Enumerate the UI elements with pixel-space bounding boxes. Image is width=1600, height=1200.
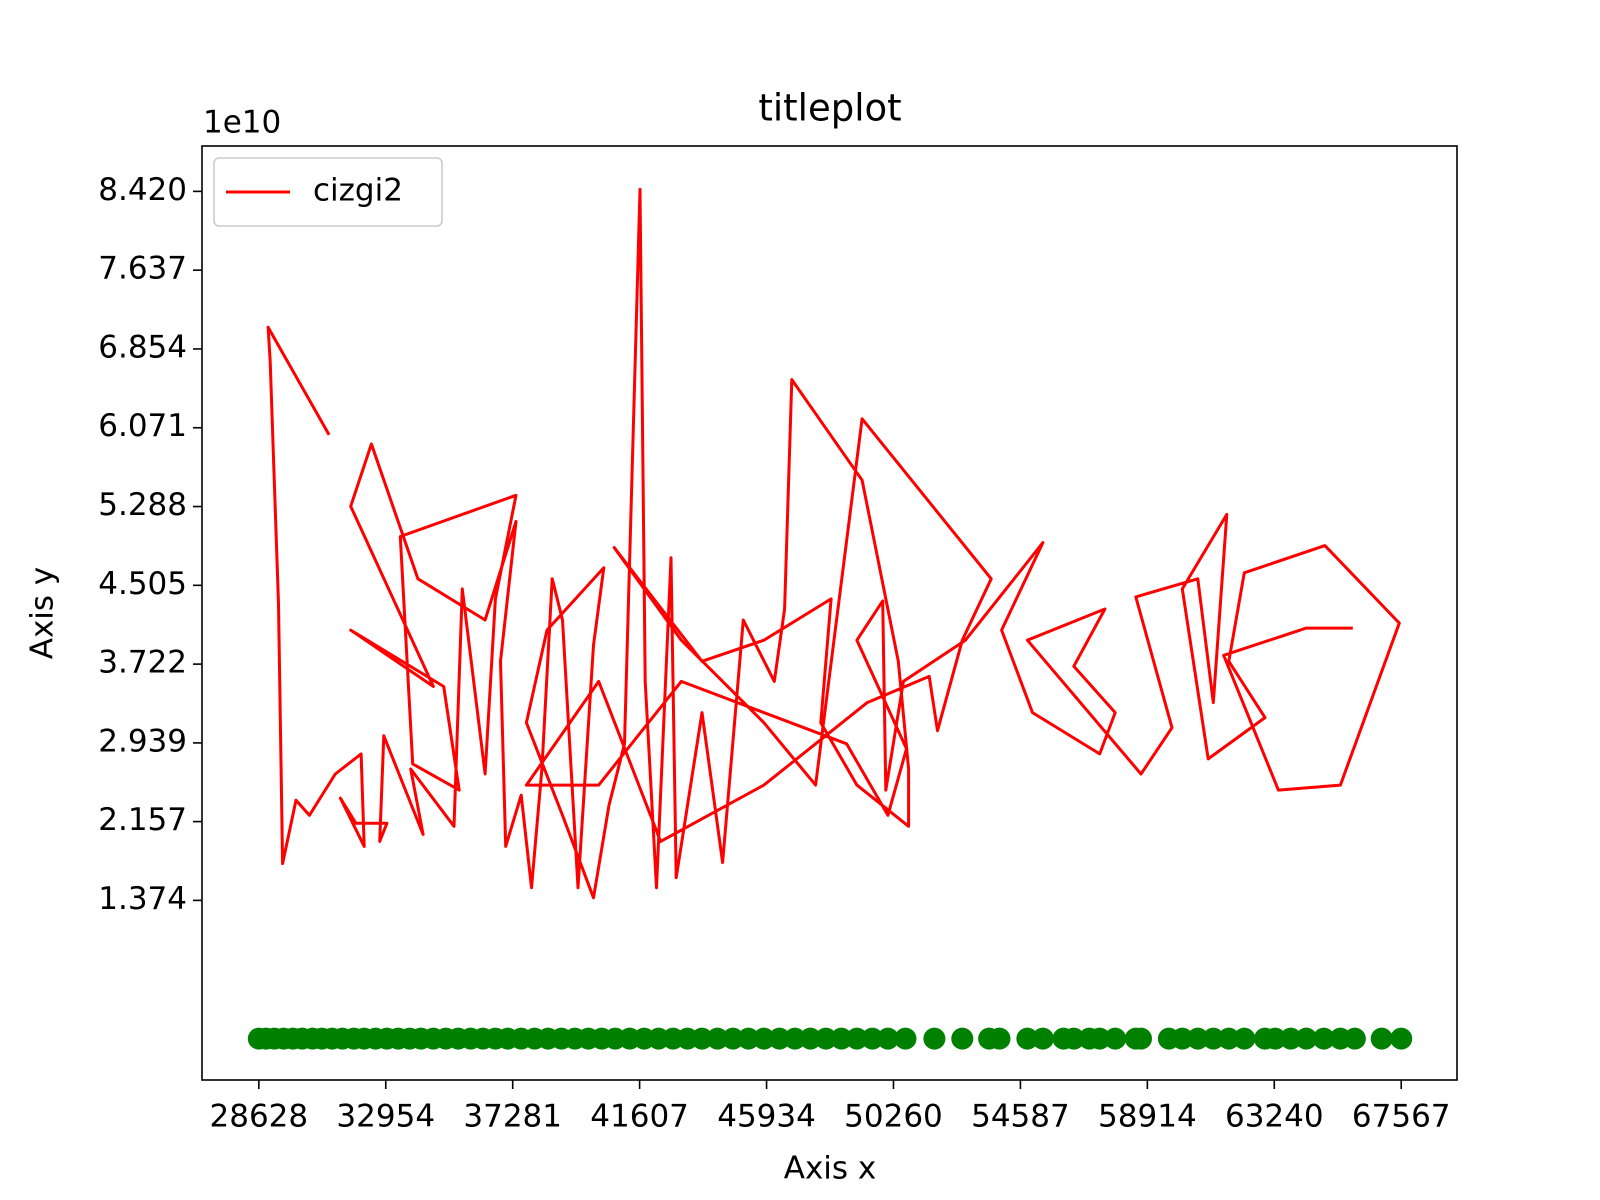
scatter-point <box>799 1027 822 1050</box>
y-tick-label: 5.288 <box>98 487 187 523</box>
scatter-point <box>783 1027 806 1050</box>
scatter-point <box>706 1027 729 1050</box>
scatter-point <box>1104 1027 1127 1050</box>
y-tick-label: 8.420 <box>98 172 187 208</box>
scatter-point <box>923 1027 946 1050</box>
x-tick-label: 41607 <box>590 1099 689 1135</box>
x-tick-label: 45934 <box>717 1099 816 1135</box>
scatter-point <box>845 1027 868 1050</box>
scatter-point <box>1279 1027 1302 1050</box>
scatter-point <box>768 1027 791 1050</box>
scatter-point <box>1370 1027 1393 1050</box>
x-tick-label: 32954 <box>336 1099 435 1135</box>
y-tick-label: 2.939 <box>98 723 187 759</box>
scatter-point <box>690 1027 713 1050</box>
scatter-point <box>1343 1027 1366 1050</box>
y-tick-label: 3.722 <box>98 645 187 681</box>
legend-box <box>213 157 443 227</box>
y-tick-label: 6.854 <box>98 329 187 365</box>
x-tick-label: 67567 <box>1352 1099 1451 1135</box>
y-offset-label: 1e10 <box>203 105 281 141</box>
x-tick-label: 54587 <box>971 1099 1070 1135</box>
y-tick-label: 6.071 <box>98 408 187 444</box>
x-axis-label: Axis x <box>784 1151 877 1187</box>
scatter-point <box>1217 1027 1240 1050</box>
y-axis-label: Axis y <box>25 567 61 660</box>
scatter-point <box>1312 1027 1335 1050</box>
scatter-point <box>752 1027 775 1050</box>
scatter-point <box>1264 1027 1287 1050</box>
scatter-point <box>1186 1027 1209 1050</box>
plot-area <box>247 187 1413 1050</box>
scatter-point <box>814 1027 837 1050</box>
scatter-point <box>1062 1027 1085 1050</box>
x-tick-label: 50260 <box>844 1099 943 1135</box>
x-tick-label: 28628 <box>210 1099 309 1135</box>
scatter-point <box>1088 1027 1111 1050</box>
data-line <box>266 187 1401 900</box>
scatter-point <box>1202 1027 1225 1050</box>
chart-title: titleplot <box>758 87 901 130</box>
scatter-point <box>1016 1027 1039 1050</box>
y-tick-label: 7.637 <box>98 251 187 287</box>
scatter-point <box>721 1027 744 1050</box>
axes-frame <box>201 145 1458 1081</box>
scatter-point <box>894 1027 917 1050</box>
x-tick-label: 63240 <box>1225 1099 1324 1135</box>
scatter-point <box>988 1027 1011 1050</box>
y-tick-label: 4.505 <box>98 566 187 602</box>
scatter-point <box>1390 1027 1413 1050</box>
scatter-point <box>1129 1027 1152 1050</box>
x-tick-label: 37281 <box>463 1099 562 1135</box>
scatter-point <box>737 1027 760 1050</box>
x-tick-label: 58914 <box>1098 1099 1197 1135</box>
scatter-point <box>951 1027 974 1050</box>
scatter-point <box>1295 1027 1318 1050</box>
y-tick-label: 1.374 <box>98 881 187 917</box>
legend-label: cizgi2 <box>313 173 403 209</box>
scatter-point <box>1233 1027 1256 1050</box>
scatter-point <box>830 1027 853 1050</box>
scatter-point <box>876 1027 899 1050</box>
scatter-point <box>1031 1027 1054 1050</box>
scatter-point <box>861 1027 884 1050</box>
scatter-point <box>1171 1027 1194 1050</box>
y-tick-label: 2.157 <box>98 802 187 838</box>
